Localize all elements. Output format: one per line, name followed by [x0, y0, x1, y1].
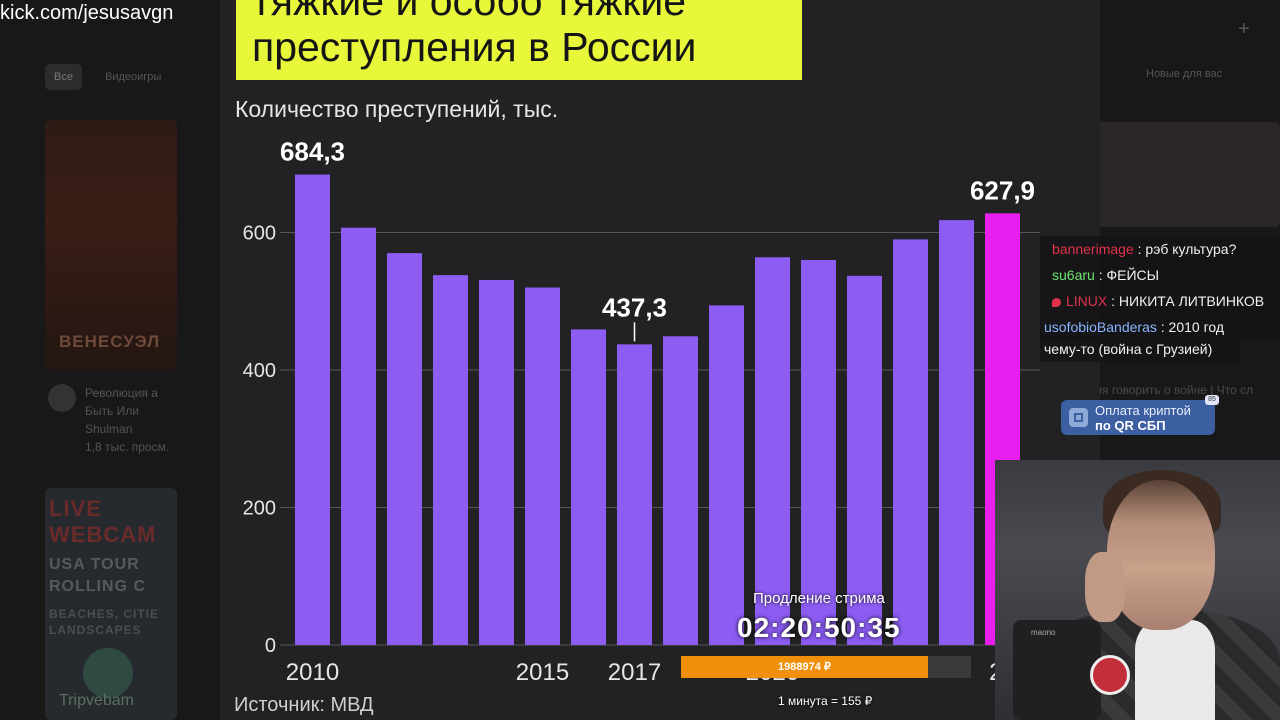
title-box	[236, 0, 802, 80]
thumbnail-caption: ВЕНЕСУЭЛ	[59, 332, 161, 351]
channel-name: Shulman	[85, 422, 133, 436]
chart-subtitle: Количество преступений, тыс.	[235, 96, 559, 122]
bar	[801, 260, 836, 645]
chat-message: su6aru : ФЕЙСЫ	[1040, 262, 1280, 288]
chip-videogames[interactable]: Видеоигры	[105, 71, 162, 83]
stream-extension-label: Продление стрима	[753, 590, 885, 607]
y-tick-label: 400	[243, 360, 276, 382]
chart-source: Источник: МВД	[234, 694, 374, 716]
microphone	[1013, 620, 1101, 720]
chip-all[interactable]: Все	[45, 64, 82, 90]
chat-text: рэб культура?	[1145, 241, 1237, 257]
thumb2-subtitle: USA TOUR ROLLING C	[49, 554, 146, 598]
donation-amount: 1988974 ₽	[778, 661, 831, 673]
chat-message: usofobioBanderas : 2010 год	[1040, 314, 1280, 340]
y-tick-label: 200	[243, 498, 276, 520]
video-meta[interactable]: Революция а Быть Или Shulman 1,8 тыс. пр…	[85, 384, 169, 456]
stream-timer: 02:20:50:35	[737, 612, 901, 643]
chat-text: чему-то (война с Грузией)	[1044, 341, 1213, 357]
mic-brand: maono	[1031, 628, 1056, 637]
video-stats: 1,8 тыс. просм.	[85, 440, 170, 454]
bar	[939, 220, 974, 645]
chat-username: usofobioBanderas	[1044, 319, 1157, 335]
bar	[893, 239, 928, 645]
bar	[295, 174, 330, 645]
x-tick-label: 2015	[516, 659, 569, 686]
bar	[617, 344, 652, 645]
crypto-badge: 85	[1205, 395, 1219, 405]
chat-text: ФЕЙСЫ	[1106, 267, 1160, 283]
thumb2-line4: ROLLING C	[49, 578, 146, 595]
live-webcam-thumbnail[interactable]: LIVE WEBCAM USA TOUR ROLLING C BEACHES, …	[45, 488, 177, 720]
bar	[709, 305, 744, 645]
thumb2-line1: LIVE	[49, 496, 102, 521]
video-title-right[interactable]: ля говорить о войне | Что сл	[1095, 383, 1254, 397]
chat-text: 2010 год	[1168, 319, 1225, 335]
streamer-face	[1107, 480, 1215, 630]
streamer-hand	[1085, 552, 1125, 622]
chip-new-for-you[interactable]: Новые для вас	[1146, 68, 1223, 80]
x-tick-label: 2017	[608, 659, 661, 686]
data-label: 437,3	[602, 292, 667, 322]
thumb2-brand: Tripvebam	[59, 692, 134, 709]
bar	[571, 329, 606, 645]
data-label: 627,9	[970, 175, 1035, 205]
chat-text: НИКИТА ЛИТВИНКОВ	[1118, 293, 1265, 309]
bar	[341, 227, 376, 645]
x-tick-label: 2010	[286, 659, 339, 686]
bar	[387, 253, 422, 645]
donation-progress-fill	[681, 656, 928, 678]
rate-text: 1 минута = 155 ₽	[778, 694, 873, 708]
thumb2-line5: BEACHES, CITIE	[49, 607, 160, 621]
chat-message: bannerimage : рэб культура?	[1040, 236, 1280, 262]
brand-logo-icon	[83, 648, 133, 698]
chart-title-line2: преступления в России	[252, 24, 697, 70]
thumb2-title: LIVE WEBCAM	[49, 496, 156, 548]
webcam-feed: maono	[995, 460, 1280, 720]
stream-watermark: kick.com/jesusavgn	[0, 2, 174, 24]
donation-progress-bar: 1988974 ₽	[681, 656, 971, 678]
chat-username: bannerimage	[1052, 241, 1134, 257]
crypto-payment-button[interactable]: Оплата криптой по QR СБП 85	[1061, 395, 1219, 435]
qr-code-icon	[1069, 408, 1088, 427]
y-tick-label: 0	[265, 635, 276, 657]
heart-icon	[1052, 297, 1061, 307]
chat-username: su6aru	[1052, 267, 1095, 283]
plus-icon[interactable]: +	[1238, 18, 1250, 40]
bar	[663, 336, 698, 645]
crypto-line1: Оплата криптой	[1095, 403, 1191, 418]
streamer-tshirt	[1135, 620, 1215, 720]
mic-badge-icon	[1090, 655, 1130, 695]
chat-message: LINUX : НИКИТА ЛИТВИНКОВ	[1040, 288, 1280, 314]
data-label: 684,3	[280, 137, 345, 167]
bar	[525, 287, 560, 645]
thumb2-tagline: BEACHES, CITIE LANDSCAPES	[49, 606, 159, 638]
chart-title-line1: тяжкие и особо тяжкие	[252, 0, 687, 24]
video-thumbnail-right[interactable]	[1095, 122, 1280, 227]
thumb2-line2: WEBCAM	[49, 522, 157, 547]
bar	[755, 257, 790, 645]
thumb2-line6: LANDSCAPES	[49, 623, 142, 637]
chat-username: LINUX	[1066, 293, 1108, 309]
video-title-line2: Быть Или	[85, 404, 139, 418]
video-thumbnail[interactable]: ВЕНЕСУЭЛ	[45, 120, 177, 370]
y-tick-label: 600	[243, 223, 276, 245]
thumb2-line3: USA TOUR	[49, 556, 140, 573]
bar	[433, 275, 468, 645]
chat-message-continued: чему-то (война с Грузией)	[1040, 336, 1240, 362]
crypto-line2: по QR СБП	[1095, 418, 1166, 433]
channel-avatar[interactable]	[48, 384, 76, 412]
bar	[479, 279, 514, 645]
video-title-line1: Революция а	[85, 386, 158, 400]
bar	[847, 275, 882, 645]
